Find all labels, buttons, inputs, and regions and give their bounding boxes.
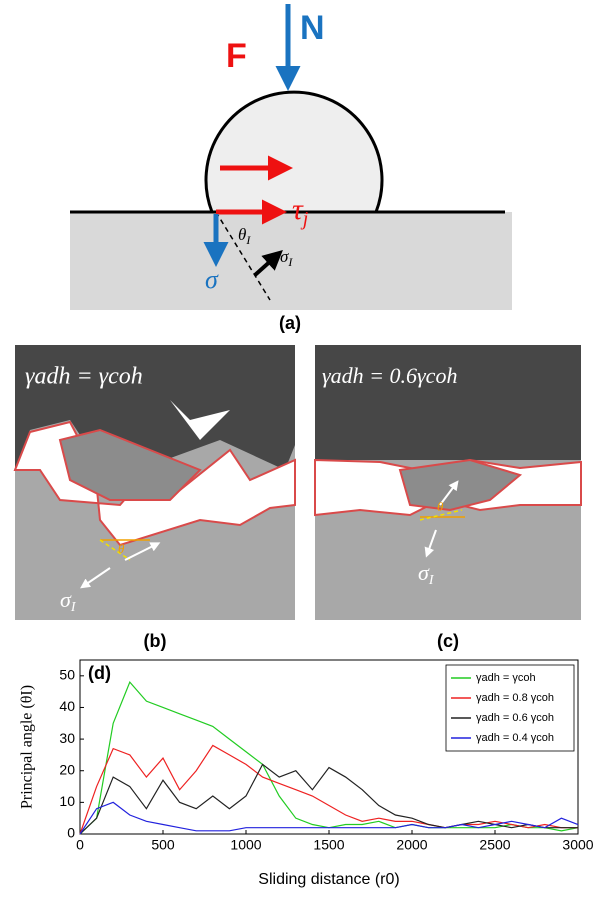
series-line — [80, 745, 578, 834]
condition: γadh = γcoh — [25, 364, 143, 390]
panel-b: γadh = γcoh θ σI (b) — [15, 345, 295, 651]
x-tick-label: 1000 — [230, 837, 261, 853]
label-sigma: σ — [205, 265, 219, 294]
y-tick-label: 30 — [59, 730, 75, 746]
legend-entry: γadh = 0.4 γcoh — [476, 732, 554, 744]
y-tick-label: 0 — [67, 825, 75, 841]
panel-label: (b) — [144, 631, 167, 651]
panel-label: (c) — [437, 631, 459, 651]
figure: F N τj σ θI σI (a) γadh = γcoh θ σI (b) … — [0, 0, 600, 892]
label-n: N — [300, 9, 325, 47]
panel-label: (d) — [88, 663, 111, 683]
x-axis-label: Sliding distance (r0) — [258, 871, 399, 888]
series-line — [80, 764, 578, 834]
y-tick-label: 20 — [59, 761, 75, 777]
y-axis-label: Principal angle (θI) — [19, 685, 36, 809]
x-tick-label: 3000 — [562, 837, 593, 853]
x-tick-label: 1500 — [313, 837, 344, 853]
x-tick-label: 0 — [76, 837, 84, 853]
y-tick-label: 40 — [59, 698, 75, 714]
panel-label: (a) — [279, 313, 301, 333]
x-tick-label: 500 — [151, 837, 175, 853]
series-line — [80, 802, 578, 834]
x-tick-label: 2500 — [479, 837, 510, 853]
y-tick-label: 50 — [59, 667, 75, 683]
panel-c: γadh = 0.6γcoh θ σI (c) — [315, 345, 581, 651]
legend-entry: γadh = 0.6 γcoh — [476, 712, 554, 724]
legend-entry: γadh = 0.8 γcoh — [476, 692, 554, 704]
panel-a: F N τj σ θI σI (a) — [70, 4, 512, 333]
legend-entry: γadh = γcoh — [476, 672, 536, 684]
theta: θ — [437, 499, 444, 514]
y-tick-label: 10 — [59, 793, 75, 809]
x-tick-label: 2000 — [396, 837, 427, 853]
page: F N τj σ θI σI (a) γadh = γcoh θ σI (b) … — [0, 0, 600, 892]
label-f: F — [226, 37, 247, 75]
theta: θ — [118, 541, 125, 556]
condition: γadh = 0.6γcoh — [322, 363, 457, 388]
chart: 0 500 1000 1500 2000 2500 3000 0 10 20 30 40 50 Slidi… — [19, 660, 594, 888]
